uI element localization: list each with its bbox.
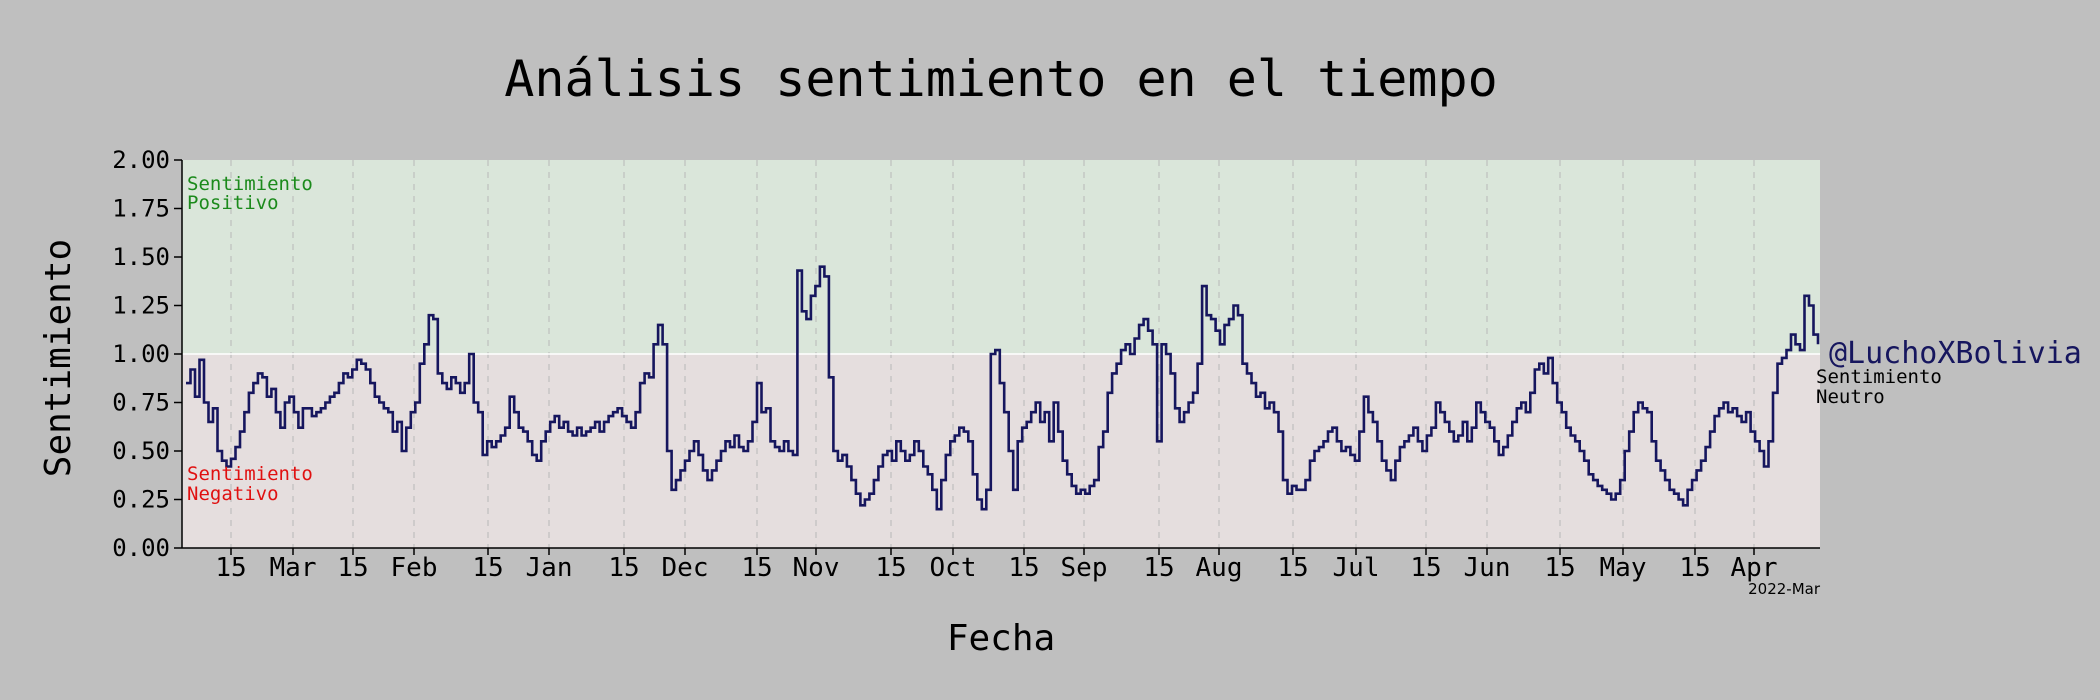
positive-annotation-line-2: Positivo xyxy=(187,192,279,214)
y-tick-label: 1.75 xyxy=(112,195,170,223)
x-tick-label: 15 xyxy=(1544,553,1575,583)
x-tick-label: 15 xyxy=(1679,553,1710,583)
x-tick-label: Mar xyxy=(270,553,317,583)
x-tick-label: Sep xyxy=(1061,553,1108,583)
x-tick-label: Feb xyxy=(391,553,438,583)
x-tick-label: Aug xyxy=(1196,553,1243,583)
neutral-annotation-line-2: Neutro xyxy=(1816,386,1885,408)
y-tick-label: 0.75 xyxy=(112,389,170,417)
x-tick-label: Dec xyxy=(662,553,709,583)
y-axis: 0.00 0.25 0.50 0.75 1.00 1.25 1.50 1.75 2.00 xyxy=(112,146,183,562)
x-axis: 15 Mar 15 Feb 15 Jan 15 Dec 15 Nov 15 Oct 15 Sep 15 Aug… xyxy=(182,547,1820,583)
y-tick-label: 2.00 xyxy=(112,146,170,174)
x-tick-label: Jan xyxy=(526,553,573,583)
x-offset-label: 2022-Mar xyxy=(1748,580,1821,598)
x-tick-label: 15 xyxy=(337,553,368,583)
positive-annotation-line-1: Sentimiento xyxy=(187,173,313,195)
x-tick-label: Jul xyxy=(1333,553,1380,583)
sentiment-series-line xyxy=(186,265,1820,511)
y-tick-label: 0.50 xyxy=(112,437,170,465)
x-tick-label: 15 xyxy=(1143,553,1174,583)
x-axis-label: Fecha xyxy=(947,618,1055,659)
negative-annotation-line-1: Sentimiento xyxy=(187,463,313,485)
y-tick-label: 0.00 xyxy=(112,534,170,562)
x-tick-label: 15 xyxy=(472,553,503,583)
x-tick-label: 15 xyxy=(215,553,246,583)
neutral-annotation-line-1: Sentimiento xyxy=(1816,366,1942,388)
x-tick-label: 15 xyxy=(875,553,906,583)
author-handle: @LuchoXBolivia xyxy=(1829,336,2082,371)
y-tick-label: 1.00 xyxy=(112,340,170,368)
negative-annotation-line-2: Negativo xyxy=(187,483,279,505)
x-tick-label: May xyxy=(1600,553,1647,583)
y-tick-label: 1.50 xyxy=(112,243,170,271)
x-tick-label: 15 xyxy=(1277,553,1308,583)
negative-zone xyxy=(182,354,1820,548)
y-axis-label: Sentimiento xyxy=(38,239,79,477)
x-tick-label: 15 xyxy=(1410,553,1441,583)
y-tick-label: 0.25 xyxy=(112,486,170,514)
x-tick-label: Jun xyxy=(1464,553,1511,583)
chart-title: Análisis sentimiento en el tiempo xyxy=(504,50,1497,108)
x-tick-label: Apr xyxy=(1731,553,1778,583)
x-tick-label: Oct xyxy=(930,553,977,583)
x-tick-label: 15 xyxy=(1008,553,1039,583)
x-tick-label: Nov xyxy=(793,553,840,583)
y-tick-label: 1.25 xyxy=(112,292,170,320)
positive-zone xyxy=(182,160,1820,354)
x-tick-label: 15 xyxy=(608,553,639,583)
x-tick-label: 15 xyxy=(741,553,772,583)
